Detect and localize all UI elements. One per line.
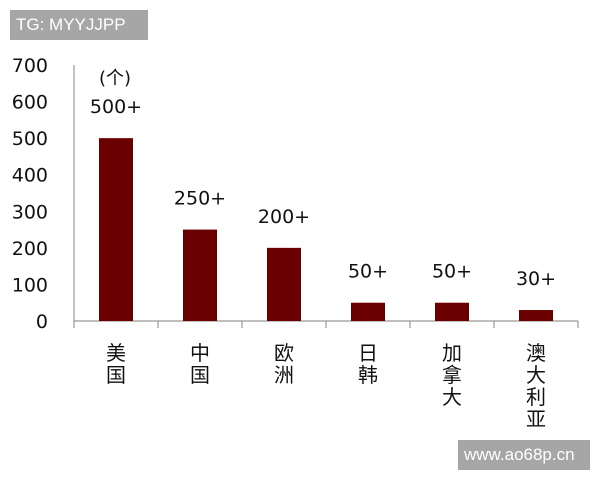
bar-3	[351, 302, 385, 321]
x-category-label: 美国	[106, 341, 126, 387]
data-label: 250+	[174, 188, 226, 210]
y-tick-label: 600	[12, 92, 48, 114]
data-label: 30+	[516, 268, 556, 290]
y-tick-label: 400	[12, 165, 48, 187]
y-tick-label: 300	[12, 201, 48, 223]
data-label: 500+	[90, 96, 142, 118]
x-category-label: 中国	[190, 341, 210, 387]
x-category-label: 日韩	[358, 341, 378, 387]
unit-label: (个)	[99, 68, 131, 89]
y-tick-label: 700	[12, 55, 48, 77]
bar-0	[99, 138, 133, 321]
data-label: 200+	[258, 206, 310, 228]
x-category-label: 澳大利亚	[526, 341, 546, 431]
watermark-bottom-right: www.ao68p.cn	[458, 440, 590, 470]
bar-4	[435, 302, 469, 321]
bar-5	[519, 310, 553, 321]
watermark-top-left: TG: MYYJJPP	[10, 10, 148, 40]
x-category-label: 加拿大	[442, 341, 462, 409]
y-tick-label: 100	[12, 274, 48, 296]
x-category-label: 欧洲	[274, 341, 294, 387]
data-label: 50+	[348, 261, 388, 283]
bar-1	[183, 229, 217, 321]
data-label: 50+	[432, 261, 472, 283]
y-tick-label: 500	[12, 128, 48, 150]
bar-2	[267, 247, 301, 321]
y-tick-label: 200	[12, 238, 48, 260]
y-tick-label: 0	[36, 311, 48, 333]
